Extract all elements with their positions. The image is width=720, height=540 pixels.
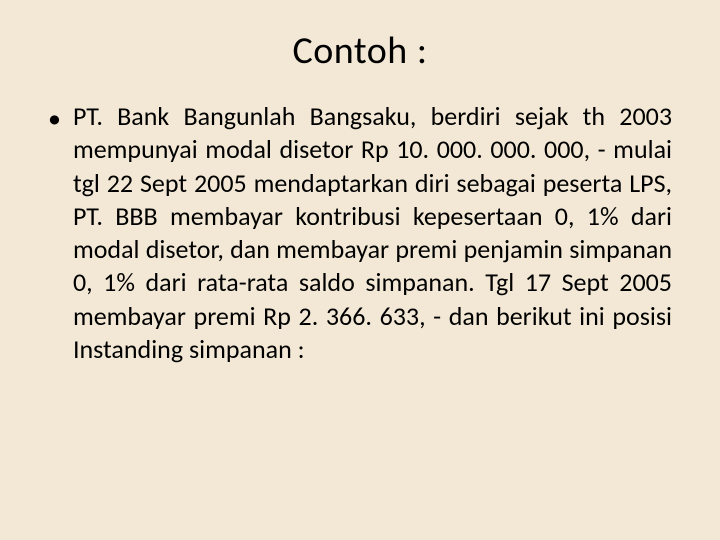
- bullet-item: • PT. Bank Bangunlah Bangsaku, berdiri s…: [48, 100, 672, 366]
- bullet-marker: •: [48, 102, 61, 136]
- slide-title: Contoh :: [48, 28, 672, 74]
- slide-body-text: PT. Bank Bangunlah Bangsaku, berdiri sej…: [73, 100, 672, 366]
